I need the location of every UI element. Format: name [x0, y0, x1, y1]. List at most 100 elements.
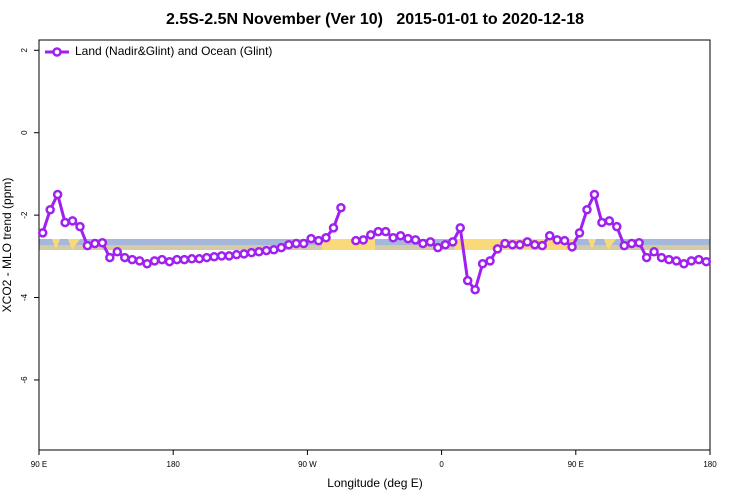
- data-point: [276, 242, 287, 253]
- series-line: [41, 190, 343, 266]
- data-point: [418, 238, 428, 249]
- data-point: [567, 242, 577, 252]
- x-axis-label: Longitude (deg E): [327, 476, 422, 490]
- data-point: [448, 237, 458, 247]
- y-tick-label: -2: [20, 211, 29, 219]
- data-point: [492, 244, 503, 254]
- x-tick-label: 90 W: [298, 460, 317, 469]
- data-point: [649, 247, 659, 257]
- x-tick-label: 180: [703, 460, 717, 469]
- data-point: [403, 233, 413, 244]
- data-point: [97, 237, 108, 248]
- data-point: [37, 228, 48, 238]
- y-tick-label: -4: [20, 293, 29, 301]
- chart-title: 2.5S-2.5N November (Ver 10) 2015-01-01 t…: [166, 11, 584, 28]
- data-point: [373, 226, 383, 237]
- data-point: [127, 254, 137, 265]
- data-point: [522, 237, 533, 247]
- data-point: [477, 258, 488, 269]
- data-point: [60, 217, 70, 228]
- data-point: [269, 244, 279, 255]
- data-point: [656, 252, 667, 263]
- data-point: [574, 228, 585, 238]
- data-point: [284, 240, 294, 250]
- data-point: [425, 237, 436, 247]
- data-point: [380, 226, 391, 237]
- data-point: [679, 258, 689, 269]
- x-tick-label: 90 E: [568, 460, 584, 469]
- data-point: [75, 221, 85, 232]
- data-point: [45, 205, 55, 215]
- data-point: [701, 256, 712, 267]
- data-point: [239, 249, 249, 259]
- y-tick-label: -6: [20, 376, 29, 384]
- data-point: [202, 252, 212, 263]
- data-point: [440, 240, 451, 250]
- data-point: [500, 238, 510, 249]
- data-point: [410, 235, 421, 245]
- data-point: [336, 202, 346, 213]
- data-point: [187, 254, 197, 264]
- data-point: [485, 256, 495, 266]
- data-point: [224, 251, 234, 261]
- surface-strip: [39, 239, 710, 250]
- data-point: [119, 252, 130, 263]
- data-point: [231, 249, 242, 260]
- data-point: [179, 254, 190, 265]
- data-point: [149, 256, 160, 266]
- data-point: [216, 251, 227, 261]
- data-point: [366, 230, 376, 240]
- data-point: [358, 235, 369, 245]
- data-point: [515, 240, 525, 250]
- data-point: [433, 242, 443, 253]
- data-point: [112, 247, 123, 257]
- x-tick-label: 90 E: [31, 460, 47, 469]
- data-point: [686, 256, 697, 266]
- data-point: [537, 240, 547, 251]
- data-point: [626, 238, 637, 249]
- data-point: [142, 258, 152, 269]
- plot-frame: [38, 39, 711, 451]
- data-point: [261, 245, 272, 256]
- data-point: [134, 256, 145, 266]
- data-point: [388, 233, 398, 243]
- data-point: [105, 252, 115, 263]
- data-point: [604, 216, 615, 226]
- data-point: [544, 230, 555, 241]
- data-point: [306, 233, 316, 244]
- data-point: [619, 240, 630, 251]
- legend-label: Land (Nadir&Glint) and Ocean (Glint): [75, 44, 272, 58]
- x-tick-label: 0: [439, 460, 444, 469]
- data-point: [559, 235, 570, 246]
- x-tick-label: 180: [167, 460, 181, 469]
- data-point: [530, 240, 540, 250]
- data-point: [582, 205, 592, 215]
- data-point: [321, 233, 331, 243]
- data-point: [67, 216, 78, 226]
- data-point: [328, 223, 339, 233]
- data-point: [164, 256, 175, 267]
- legend-marker: [52, 47, 62, 57]
- data-point: [90, 238, 100, 249]
- data-point: [552, 235, 562, 245]
- data-point: [612, 221, 622, 232]
- data-point: [291, 238, 301, 249]
- data-point: [82, 240, 93, 251]
- data-point: [254, 247, 264, 257]
- data-point: [634, 237, 644, 248]
- data-point: [172, 254, 182, 265]
- data-point: [597, 217, 607, 228]
- data-point: [641, 252, 652, 263]
- data-point: [298, 238, 309, 249]
- data-point: [395, 230, 406, 241]
- data-point: [671, 256, 682, 266]
- data-point: [52, 189, 63, 200]
- data-point: [589, 189, 600, 200]
- data-point: [470, 284, 480, 295]
- data-point: [462, 275, 473, 286]
- data-point: [664, 254, 674, 265]
- data-point: [694, 254, 704, 265]
- data-point: [507, 240, 518, 250]
- data-point: [455, 223, 465, 233]
